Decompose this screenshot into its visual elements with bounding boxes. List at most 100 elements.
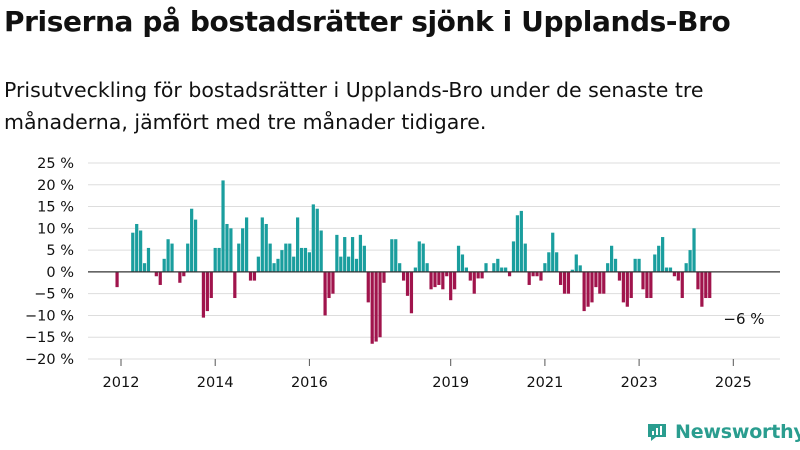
bar [441, 271, 445, 290]
bar [562, 271, 567, 294]
bar [417, 241, 421, 272]
x-tick-label: 2014 [197, 375, 234, 391]
bar [264, 223, 268, 272]
bar [551, 232, 555, 272]
bar [252, 271, 257, 281]
bar [578, 265, 582, 272]
bar [456, 245, 461, 272]
y-tick-label: −15 % [25, 330, 74, 346]
chart-title: Priserna på bostadsrätter sjönk i Upplan… [4, 5, 731, 38]
bar [193, 219, 198, 272]
bar [504, 267, 508, 272]
bar [629, 271, 633, 299]
bar [378, 271, 382, 338]
bar [382, 271, 386, 283]
bar [555, 252, 559, 272]
y-tick-label: −5 % [34, 287, 74, 303]
bar [280, 250, 284, 272]
bar [602, 271, 606, 294]
bar [248, 271, 253, 281]
grid-lines [88, 162, 780, 360]
bar [641, 271, 645, 290]
bar [201, 271, 206, 318]
bar [633, 258, 637, 272]
bar [433, 271, 437, 288]
bar [166, 239, 170, 272]
bar [229, 228, 233, 272]
bar [621, 271, 625, 303]
bar [598, 271, 602, 294]
bar [366, 271, 370, 303]
bar [233, 271, 237, 299]
y-tick-label: 15 % [37, 200, 74, 216]
labels: 25 % 20 % 15 % 10 % 5 % 0 % −5 % −10 % −15 % −20 … [25, 156, 765, 391]
bar [625, 271, 629, 307]
bar [606, 263, 610, 272]
bar [582, 271, 586, 312]
bar [661, 237, 665, 272]
bar [468, 271, 472, 281]
bar [213, 247, 217, 272]
bar [649, 271, 653, 299]
chart-subtitle: Prisutveckling för bostadsrätter i Uppla… [4, 78, 704, 134]
bar [327, 271, 331, 299]
bar [347, 256, 351, 272]
bar [260, 217, 264, 272]
bar [684, 263, 688, 272]
bar [507, 271, 512, 277]
bar [476, 271, 480, 279]
bar [244, 217, 249, 272]
bar [409, 271, 414, 314]
x-tick-label: 2021 [526, 375, 563, 391]
bar [139, 230, 143, 272]
latest-value-annotation: −6 % [723, 310, 764, 328]
bar [421, 243, 425, 272]
bar [323, 271, 327, 316]
newsworthy-brand[interactable]: Newsworthy [646, 421, 800, 443]
bar [523, 243, 527, 272]
bar [664, 267, 669, 272]
bar [190, 208, 194, 272]
bar [413, 267, 417, 272]
bar [515, 215, 520, 272]
bar [547, 252, 551, 272]
bar [680, 271, 684, 299]
bar [558, 271, 563, 285]
bar [429, 271, 433, 290]
bar [276, 258, 280, 272]
bar [131, 232, 135, 272]
bar [299, 247, 304, 272]
bar [292, 256, 296, 272]
bar [700, 271, 704, 307]
bar [354, 258, 359, 272]
bar [484, 263, 488, 272]
bar [480, 271, 484, 279]
bar [425, 263, 429, 272]
bar [676, 271, 680, 281]
x-tick-label: 2019 [432, 375, 469, 391]
bar [696, 271, 700, 290]
bar [182, 271, 186, 277]
bar [370, 271, 374, 344]
bar [335, 234, 339, 272]
x-tick-label: 2012 [103, 375, 140, 391]
bar [362, 245, 366, 272]
x-tick-label: 2016 [291, 375, 328, 391]
y-tick-label: −10 % [25, 308, 74, 324]
bar [146, 247, 151, 272]
bar [205, 271, 209, 312]
bar [527, 271, 531, 285]
bar [449, 271, 453, 301]
bar [460, 254, 465, 272]
bar [688, 250, 692, 272]
bar [401, 271, 406, 281]
bar [315, 208, 319, 272]
bar [586, 271, 590, 307]
y-tick-label: 20 % [37, 178, 74, 194]
bar [209, 271, 213, 299]
bar [331, 271, 335, 294]
bar [394, 239, 398, 272]
bar [637, 258, 641, 272]
bar [613, 258, 618, 272]
bar-chart: 25 % 20 % 15 % 10 % 5 % 0 % −5 % −10 % −15 % −20 … [25, 156, 780, 391]
